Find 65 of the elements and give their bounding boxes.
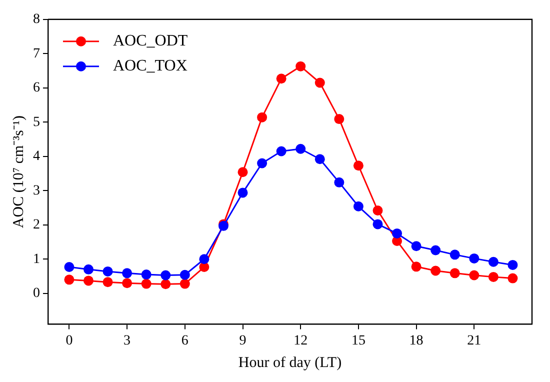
point bbox=[353, 160, 364, 171]
y-tick-label: 4 bbox=[33, 149, 40, 164]
point bbox=[430, 266, 441, 276]
y-tick-label: 3 bbox=[33, 183, 40, 198]
x-tick-label: 12 bbox=[294, 333, 308, 348]
point bbox=[334, 114, 344, 124]
x-axis-title: Hour of day (LT) bbox=[238, 354, 342, 371]
legend-label: AOC_ODT bbox=[113, 32, 188, 50]
point bbox=[160, 279, 171, 290]
x-tick-label: 15 bbox=[351, 333, 366, 348]
point bbox=[122, 268, 132, 278]
point bbox=[314, 78, 325, 88]
y-tick-label: 1 bbox=[33, 252, 40, 267]
point bbox=[238, 167, 248, 178]
point bbox=[180, 270, 190, 280]
point bbox=[450, 250, 460, 260]
x-tick-label: 0 bbox=[66, 333, 73, 348]
point bbox=[296, 61, 306, 72]
y-tick-label: 6 bbox=[33, 80, 40, 96]
point bbox=[122, 278, 132, 288]
point bbox=[276, 146, 286, 156]
x-tick-label: 3 bbox=[124, 333, 131, 348]
point bbox=[488, 256, 498, 267]
point bbox=[508, 260, 518, 270]
point bbox=[411, 241, 422, 252]
point bbox=[276, 74, 286, 84]
point bbox=[411, 262, 422, 272]
x-tick-label: 9 bbox=[239, 333, 246, 348]
point bbox=[257, 158, 268, 168]
point bbox=[430, 245, 441, 256]
point bbox=[102, 277, 113, 288]
y-tick-label: 7 bbox=[33, 46, 40, 62]
y-tick-label: 5 bbox=[33, 114, 40, 130]
point bbox=[296, 144, 306, 154]
point bbox=[64, 262, 74, 272]
point bbox=[102, 266, 113, 276]
point bbox=[469, 253, 480, 264]
y-tick-label: 0 bbox=[33, 286, 40, 302]
legend-label: AOC_TOX bbox=[113, 58, 188, 75]
y-tick-label: 8 bbox=[33, 12, 40, 28]
x-tick-label: 6 bbox=[181, 333, 188, 348]
point bbox=[141, 270, 152, 280]
point bbox=[353, 201, 364, 212]
point bbox=[141, 278, 152, 289]
point bbox=[372, 206, 383, 216]
point bbox=[314, 154, 325, 164]
point bbox=[257, 112, 268, 122]
point bbox=[199, 254, 210, 264]
point bbox=[508, 273, 518, 284]
x-tick-label: 21 bbox=[467, 333, 482, 348]
y-axis-title: AOC (10⁷ cm⁻³s⁻¹) bbox=[10, 116, 27, 228]
point bbox=[392, 228, 402, 238]
point bbox=[64, 274, 74, 285]
point bbox=[180, 278, 190, 289]
point bbox=[469, 270, 480, 280]
point bbox=[488, 272, 498, 282]
point bbox=[450, 268, 460, 278]
y-tick-label: 2 bbox=[33, 218, 40, 233]
point bbox=[83, 264, 94, 274]
point bbox=[160, 270, 171, 280]
point bbox=[83, 276, 94, 286]
point bbox=[238, 188, 248, 198]
point bbox=[334, 177, 344, 188]
point bbox=[372, 219, 383, 230]
x-tick-label: 18 bbox=[409, 333, 424, 348]
